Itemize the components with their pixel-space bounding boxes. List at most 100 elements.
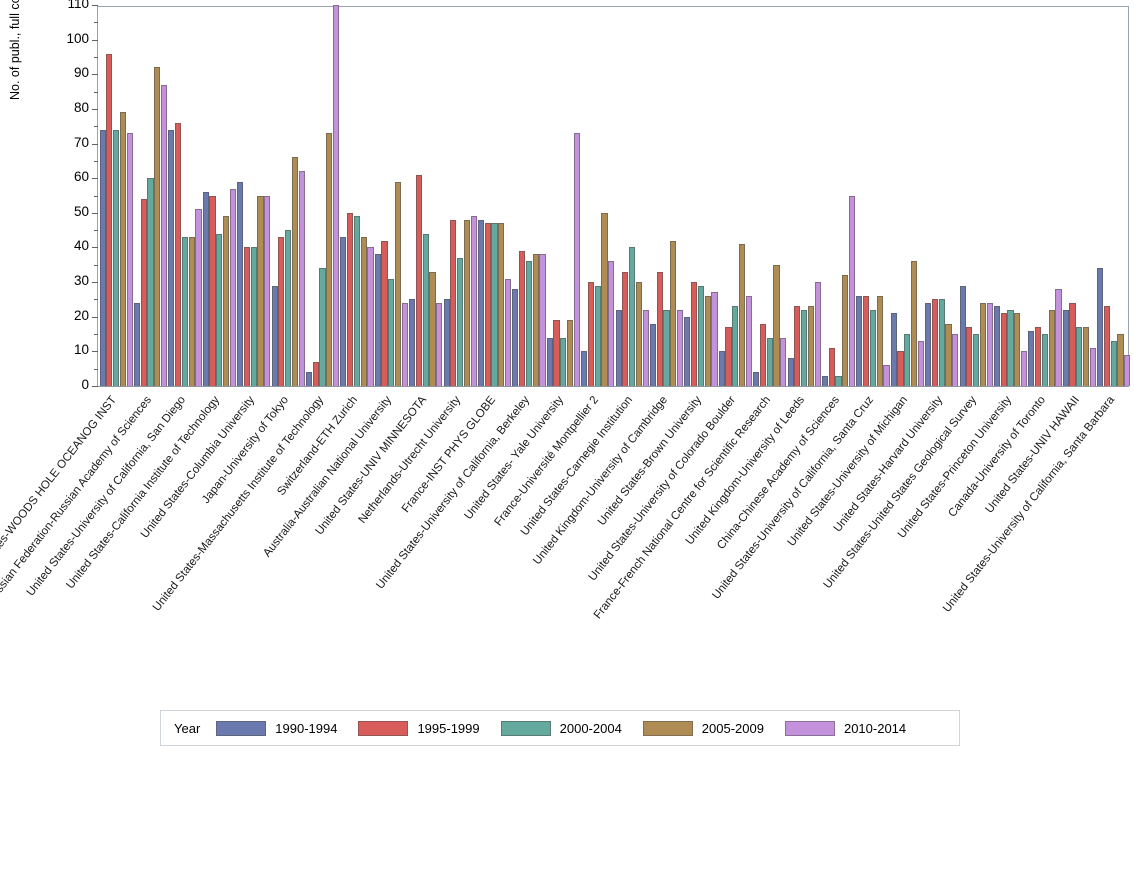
bar[interactable] (670, 240, 677, 386)
bar[interactable] (1055, 289, 1062, 386)
bar[interactable] (1097, 268, 1104, 386)
bar[interactable] (842, 275, 849, 386)
bar[interactable] (326, 133, 333, 386)
bar[interactable] (188, 237, 195, 386)
bar[interactable] (904, 334, 911, 386)
bar[interactable] (821, 375, 829, 386)
bar[interactable] (319, 268, 326, 386)
bar[interactable] (470, 216, 477, 386)
bar[interactable] (917, 340, 924, 386)
bar[interactable] (608, 261, 615, 386)
bar[interactable] (457, 257, 464, 386)
bar[interactable] (147, 178, 154, 386)
bar[interactable] (622, 271, 629, 386)
bar[interactable] (986, 302, 993, 386)
bar[interactable] (395, 181, 402, 386)
bar[interactable] (271, 285, 278, 386)
bar[interactable] (656, 271, 663, 386)
bar[interactable] (938, 299, 945, 386)
bar[interactable] (106, 53, 113, 386)
bar[interactable] (491, 223, 498, 386)
bar[interactable] (759, 323, 767, 386)
bar[interactable] (140, 198, 147, 386)
bar[interactable] (133, 302, 141, 386)
bar[interactable] (1000, 313, 1007, 386)
bar[interactable] (945, 323, 952, 386)
bar[interactable] (753, 372, 760, 386)
bar[interactable] (477, 219, 485, 386)
bar[interactable] (1117, 334, 1124, 386)
bar[interactable] (787, 358, 794, 386)
bar[interactable] (278, 237, 285, 386)
bar[interactable] (257, 195, 264, 386)
bar[interactable] (154, 67, 161, 386)
bar[interactable] (367, 247, 374, 386)
bar[interactable] (422, 233, 429, 386)
bar[interactable] (381, 240, 388, 386)
bar[interactable] (581, 351, 588, 386)
bar[interactable] (718, 351, 725, 386)
bar[interactable] (209, 195, 216, 386)
bar[interactable] (697, 285, 705, 386)
bar[interactable] (677, 309, 684, 386)
bar[interactable] (925, 302, 932, 386)
legend-item[interactable]: 2000-2004 (500, 720, 622, 736)
bar[interactable] (849, 195, 856, 386)
bar[interactable] (113, 129, 120, 386)
bar[interactable] (250, 247, 257, 386)
bar[interactable] (498, 223, 505, 386)
bar[interactable] (312, 361, 319, 386)
bar[interactable] (175, 122, 182, 386)
bar[interactable] (780, 337, 787, 386)
bar[interactable] (863, 295, 870, 386)
bar[interactable] (725, 327, 732, 386)
bar[interactable] (1124, 354, 1131, 386)
bar[interactable] (691, 282, 698, 386)
bar[interactable] (601, 212, 608, 386)
bar[interactable] (1083, 327, 1090, 386)
bar[interactable] (856, 295, 863, 386)
bar[interactable] (532, 254, 539, 386)
bar[interactable] (1110, 340, 1117, 386)
bar[interactable] (1007, 309, 1014, 386)
bar[interactable] (409, 299, 416, 386)
bar[interactable] (415, 174, 423, 386)
bar[interactable] (333, 5, 340, 386)
bar[interactable] (525, 261, 533, 386)
bar[interactable] (484, 223, 491, 386)
bar[interactable] (704, 295, 711, 386)
bar[interactable] (663, 309, 670, 386)
bar[interactable] (401, 302, 408, 386)
bar[interactable] (353, 216, 361, 386)
bar[interactable] (573, 133, 580, 386)
bar[interactable] (436, 302, 443, 386)
bar[interactable] (1076, 327, 1083, 386)
bar[interactable] (745, 295, 752, 386)
bar[interactable] (512, 289, 519, 386)
bar[interactable] (305, 372, 313, 386)
bar[interactable] (801, 309, 808, 386)
bar[interactable] (1035, 327, 1042, 386)
bar[interactable] (814, 282, 821, 386)
bar[interactable] (539, 254, 546, 386)
bar[interactable] (773, 264, 780, 386)
bar[interactable] (890, 313, 897, 386)
bar[interactable] (876, 295, 883, 386)
bar[interactable] (794, 306, 801, 386)
bar[interactable] (264, 195, 271, 386)
bar[interactable] (202, 192, 209, 386)
bar[interactable] (732, 306, 739, 386)
bar[interactable] (463, 219, 471, 386)
bar[interactable] (443, 299, 450, 386)
legend-item[interactable]: 1995-1999 (358, 720, 480, 736)
bar[interactable] (1028, 330, 1035, 386)
bar[interactable] (1014, 313, 1021, 386)
bar[interactable] (684, 316, 691, 386)
bar[interactable] (835, 375, 842, 386)
bar[interactable] (828, 347, 835, 386)
bar[interactable] (298, 171, 305, 386)
bar[interactable] (642, 309, 649, 386)
bar[interactable] (629, 247, 636, 386)
bar[interactable] (1041, 334, 1049, 386)
bar[interactable] (931, 299, 939, 386)
